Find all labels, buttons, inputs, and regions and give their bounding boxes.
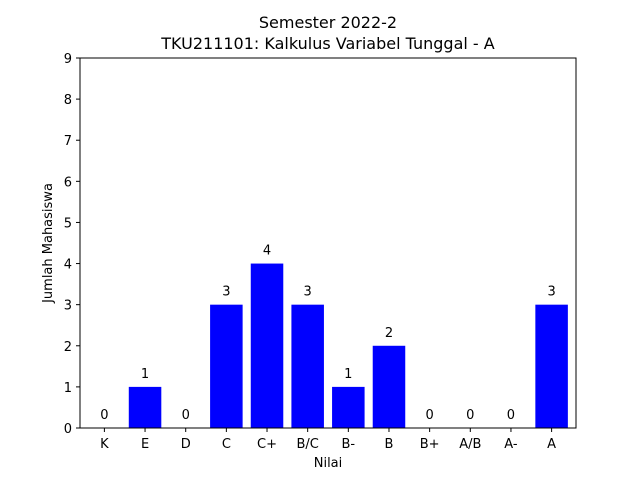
y-tick-label: 0 <box>64 422 72 437</box>
bar-labels-group: 0 1 0 3 4 3 1 2 0 0 0 3 <box>100 244 555 423</box>
x-tick-label: C <box>222 437 231 452</box>
y-tick-label: 3 <box>64 299 72 314</box>
x-tick-label: K <box>100 437 109 452</box>
bar <box>535 304 568 428</box>
bars-group <box>128 263 568 428</box>
x-tick-label: A/B <box>459 437 481 452</box>
plot-frame <box>79 57 577 429</box>
bar-value-label: 4 <box>263 244 271 259</box>
y-tick-label: 4 <box>64 258 72 273</box>
bar <box>210 304 243 428</box>
chart-title: Semester 2022-2 <box>259 13 397 32</box>
bar-value-label: 0 <box>182 408 190 423</box>
y-tick-label: 2 <box>64 340 72 355</box>
y-axis-label: Jumlah Mahasiswa <box>41 183 56 304</box>
x-axis-label: Nilai <box>314 456 343 471</box>
bar-value-label: 0 <box>507 408 515 423</box>
y-tick-label: 6 <box>64 175 72 190</box>
bar-value-label: 3 <box>547 285 555 300</box>
bar <box>250 263 284 428</box>
bar <box>332 386 365 428</box>
bar-value-label: 0 <box>466 408 474 423</box>
y-tick-label: 7 <box>64 134 72 149</box>
bar <box>128 386 162 428</box>
bar-value-label: 2 <box>385 326 393 341</box>
bar-value-label: 3 <box>304 285 312 300</box>
x-axis-ticks: K E D C C+ B/C B- B B+ A/B A- A <box>100 428 556 452</box>
bar-value-label: 1 <box>141 367 149 382</box>
y-axis-ticks: 0 1 2 3 4 5 6 7 8 9 <box>64 52 80 437</box>
x-tick-label: B <box>385 437 394 452</box>
bar-value-label: 3 <box>222 285 230 300</box>
x-tick-label: A <box>547 437 556 452</box>
x-tick-label: D <box>181 437 191 452</box>
bar <box>291 304 324 428</box>
y-tick-label: 5 <box>64 216 72 231</box>
x-tick-label: B+ <box>420 437 440 452</box>
bar-value-label: 0 <box>425 408 433 423</box>
bar-value-label: 1 <box>344 367 352 382</box>
x-tick-label: A- <box>504 437 518 452</box>
x-tick-label: E <box>141 437 149 452</box>
x-tick-label: B/C <box>296 437 318 452</box>
bar-value-label: 0 <box>100 408 108 423</box>
y-tick-label: 9 <box>64 52 72 67</box>
x-tick-label: B- <box>342 437 356 452</box>
bar <box>372 345 406 428</box>
y-tick-label: 1 <box>64 381 72 396</box>
x-tick-label: C+ <box>257 437 277 452</box>
chart-subtitle: TKU211101: Kalkulus Variabel Tunggal - A <box>160 34 494 53</box>
y-tick-label: 8 <box>64 93 72 108</box>
